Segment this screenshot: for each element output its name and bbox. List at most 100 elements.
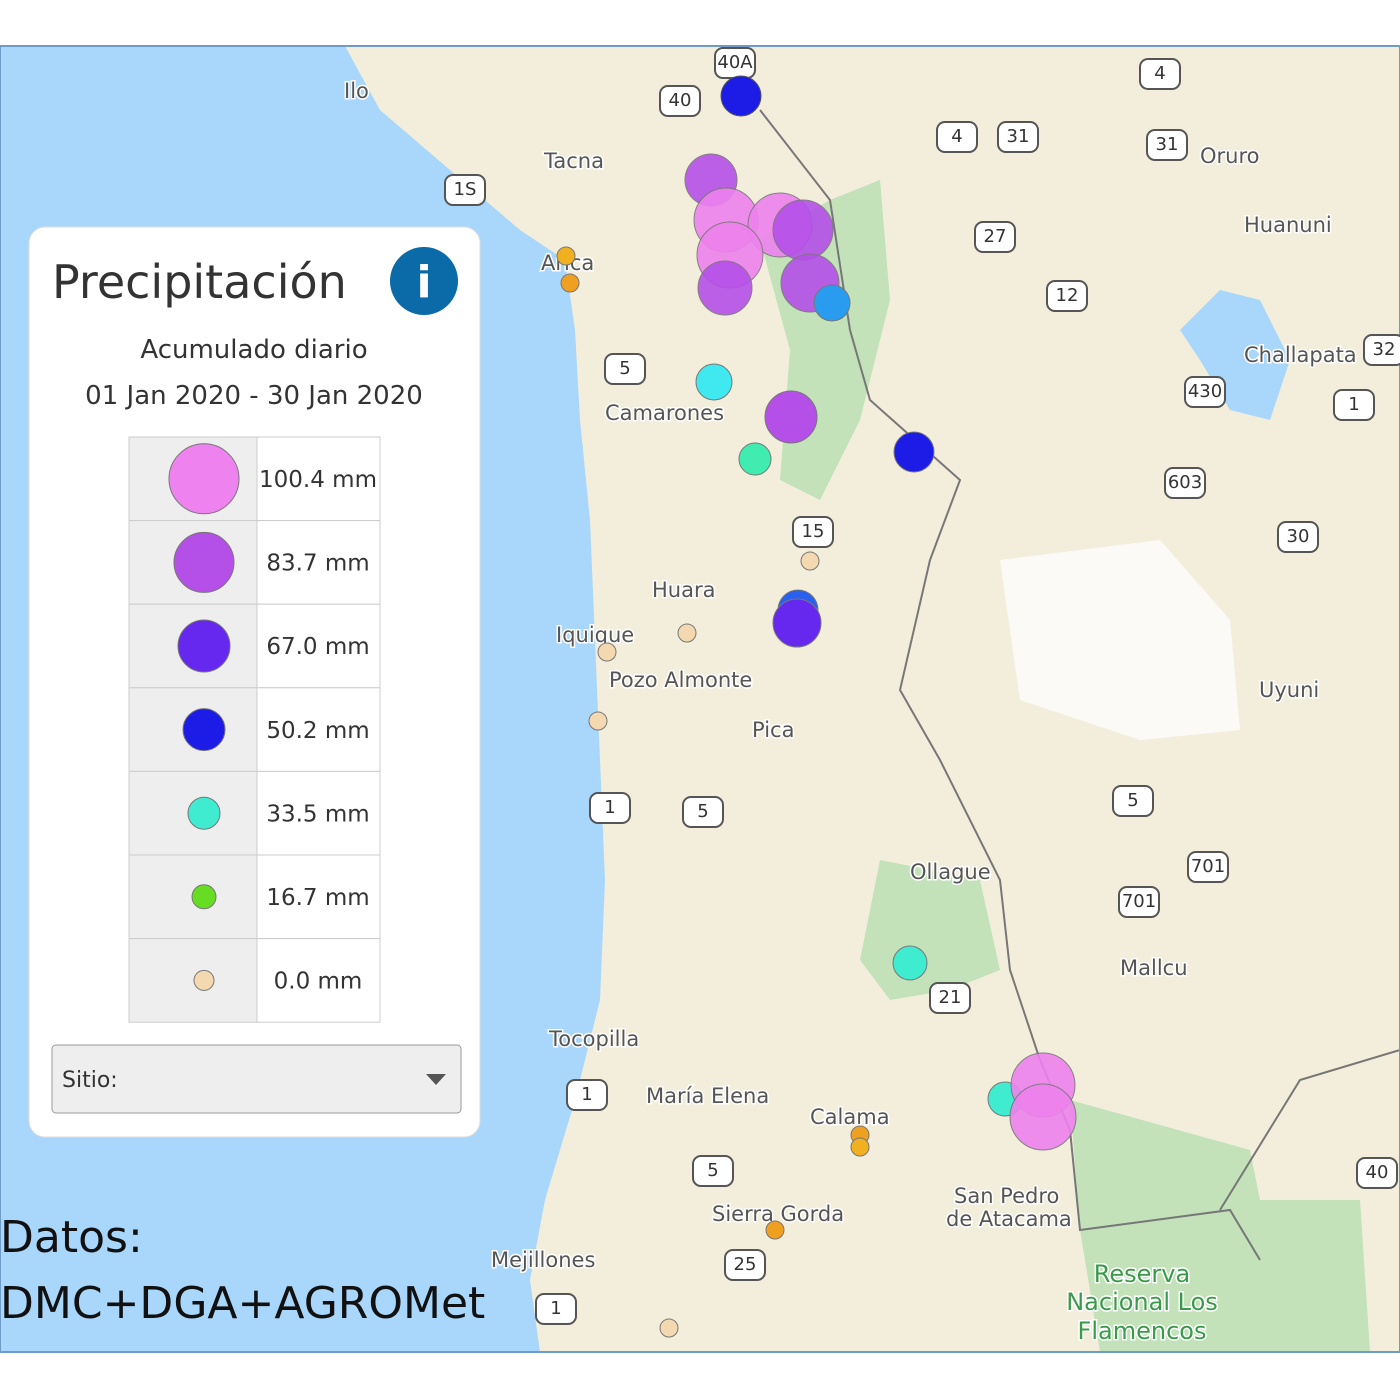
place-label: Pica [752, 718, 794, 742]
road-number: 603 [1168, 472, 1202, 493]
road-shield [1046, 280, 1088, 312]
footer-line: Datos: [0, 1212, 143, 1263]
road-shield [974, 221, 1016, 253]
legend-swatch [168, 443, 240, 515]
road-number: 21 [939, 987, 962, 1008]
stations [556, 75, 1077, 1338]
road-shield [444, 174, 486, 206]
road-shield [659, 85, 701, 117]
road-shield [724, 1249, 766, 1281]
road-shield [692, 1155, 734, 1187]
info-button[interactable] [390, 247, 458, 315]
place-label: Huara [652, 578, 715, 602]
road-number: 12 [1056, 285, 1079, 306]
road-shield [1112, 785, 1154, 817]
station[interactable] [738, 442, 772, 476]
road-shield [1139, 58, 1181, 90]
road-number: 40A [717, 52, 753, 73]
station[interactable] [597, 642, 617, 662]
road-number: 5 [707, 1160, 718, 1181]
station[interactable] [892, 945, 928, 981]
road-shield [682, 796, 724, 828]
place-label: Tocopilla [548, 1027, 639, 1051]
road-shield [1187, 851, 1229, 883]
legend-label: 67.0 mm [266, 634, 369, 660]
road-number: 430 [1188, 381, 1222, 402]
road-number: 701 [1191, 856, 1225, 877]
legend: 100.4 mm 83.7 mm 67.0 mm 50.2 mm 33.5 mm 16.7… [128, 436, 381, 1023]
station[interactable] [697, 260, 753, 316]
station[interactable] [813, 284, 851, 322]
legend-swatch [173, 531, 235, 593]
reserve-label: Flamencos [1078, 1317, 1207, 1345]
place-label: Challapata [1244, 343, 1357, 367]
road-shield [1118, 886, 1160, 918]
place-label: Iquique [556, 623, 634, 647]
place-label: Oruro [1200, 144, 1260, 168]
place-label: Mallcu [1120, 956, 1188, 980]
road-number: 15 [802, 521, 825, 542]
legend-label-cell [256, 436, 381, 522]
road-shield [792, 516, 834, 548]
road-shield [1184, 376, 1226, 408]
road-number: 5 [619, 358, 630, 379]
road-number: 1 [581, 1084, 592, 1105]
info-icon[interactable]: i [416, 257, 431, 308]
place-label: María Elena [646, 1084, 769, 1108]
road-number: 1 [550, 1298, 561, 1319]
legend-label-cell [256, 603, 381, 689]
reserve-label: Nacional Los [1066, 1288, 1218, 1316]
site-dropdown[interactable] [51, 1044, 462, 1114]
place-label: Huanuni [1244, 213, 1332, 237]
road-number: 25 [734, 1254, 757, 1275]
road-number: 1 [1348, 394, 1359, 415]
place-label: San Pedro [954, 1184, 1059, 1208]
station[interactable] [1009, 1083, 1077, 1151]
station[interactable] [764, 390, 818, 444]
road-shield [1146, 129, 1188, 161]
road-number: 32 [1373, 339, 1396, 360]
legend-label: 0.0 mm [274, 969, 363, 995]
place-label: Mejillones [491, 1248, 595, 1272]
legend-label-cell [256, 770, 381, 856]
dropdown-label[interactable]: Sitio: [62, 1068, 118, 1093]
road-shield [566, 1079, 608, 1111]
panel-title: Precipitación [52, 255, 347, 309]
panel-subtitle: Acumulado diario [140, 335, 367, 365]
station[interactable] [850, 1137, 870, 1157]
road-number: 27 [984, 226, 1007, 247]
station[interactable] [556, 246, 576, 266]
station[interactable] [677, 623, 697, 643]
station[interactable] [800, 551, 820, 571]
station[interactable] [560, 273, 580, 293]
road-number: 5 [1127, 790, 1138, 811]
road-shield [1277, 521, 1319, 553]
station[interactable] [893, 431, 935, 473]
road-number: 1 [604, 797, 615, 818]
road-shield [535, 1293, 577, 1325]
road-shield [929, 982, 971, 1014]
place-label: Sierra Gorda [712, 1202, 844, 1226]
road-number: 31 [1007, 126, 1030, 147]
station[interactable] [659, 1318, 679, 1338]
road-number: 30 [1287, 526, 1310, 547]
border [759, 109, 1400, 1261]
road-shield [1164, 467, 1206, 499]
road-number: 5 [697, 801, 708, 822]
station[interactable] [695, 363, 733, 401]
place-label: Camarones [605, 401, 724, 425]
date-range: 01 Jan 2020 - 30 Jan 2020 [85, 381, 423, 411]
station[interactable] [765, 1220, 785, 1240]
station[interactable] [772, 598, 822, 648]
station[interactable] [772, 199, 834, 261]
station[interactable] [588, 711, 608, 731]
legend-swatch [193, 969, 215, 991]
dropdown-arrow[interactable] [426, 1074, 446, 1085]
legend-label: 50.2 mm [266, 718, 369, 744]
legend-swatch [187, 796, 221, 830]
map-frame [0, 45, 1400, 1353]
station[interactable] [720, 75, 762, 117]
road-shield [936, 121, 978, 153]
road-number: 1S [454, 179, 477, 200]
